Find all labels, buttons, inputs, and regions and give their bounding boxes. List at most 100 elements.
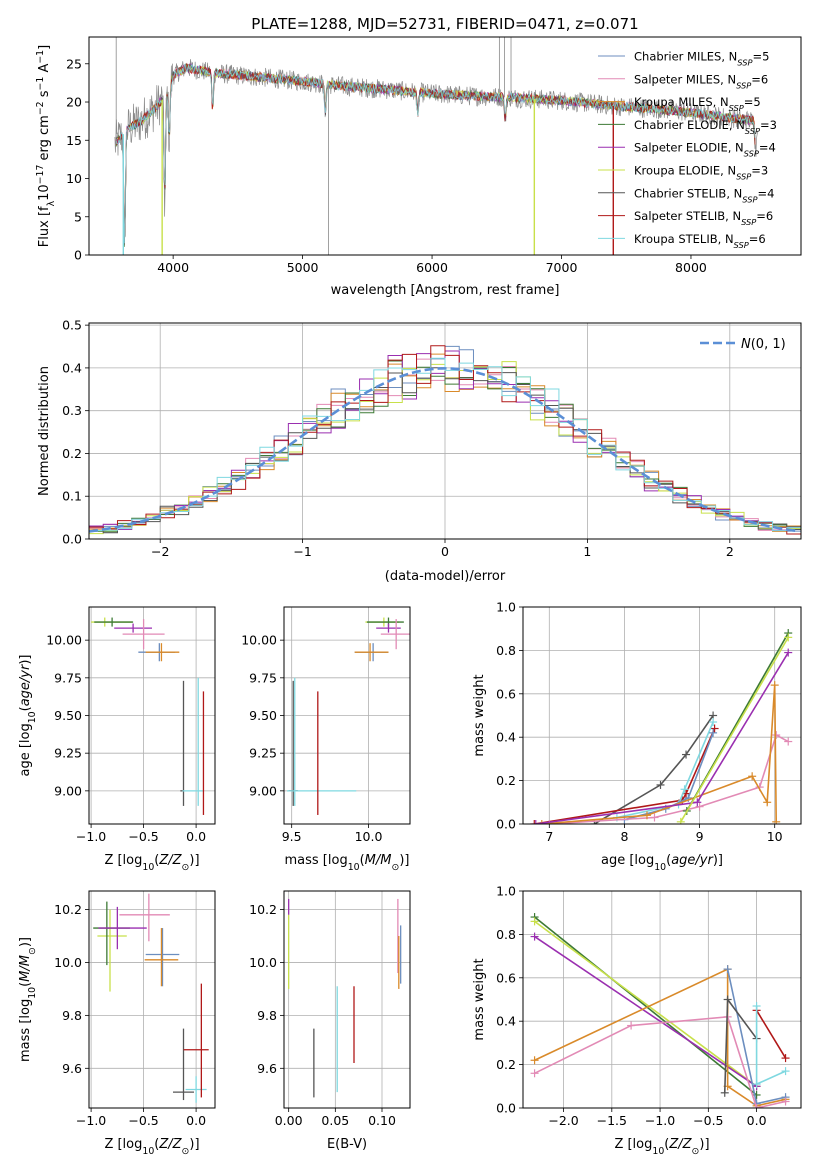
label-part: age [log — [601, 853, 654, 868]
weight-series-line — [534, 920, 758, 1087]
weight-series-line — [534, 728, 716, 824]
label-part: ( — [664, 1137, 669, 1152]
y-axis-label: mass weight — [472, 674, 487, 756]
label-part: Kroupa ELODIE, — [634, 164, 727, 178]
x-axis-label: wavelength [Angstrom, rest frame] — [331, 283, 560, 298]
axes-mass-vs-Z: −1.0 −0.5 0.0 9.6 9.8 10.0 10.2 — [54, 891, 215, 1128]
axes-weight-vs-age: 7 8 9 10 0.0 0.2 0.4 0.6 0.8 1.0 — [496, 600, 801, 844]
label-part: N — [729, 50, 738, 64]
x-tick-label: 1 — [583, 544, 591, 559]
x-axis-label: Z [log10(Z/Z⊙)] — [104, 1137, 199, 1157]
x-tick-label: 2 — [726, 544, 734, 559]
label-part: Salpeter STELIB, — [634, 209, 732, 223]
weight-series-line — [549, 733, 789, 824]
label-part: age/yr — [671, 853, 714, 868]
y-tick-label: 10.00 — [241, 633, 277, 648]
label-part: )] — [713, 853, 723, 868]
label-part: wavelength [Angstrom, rest frame] — [331, 283, 560, 298]
label-part: M/M — [365, 853, 392, 868]
weight-series-line — [680, 636, 789, 823]
legend-entry-normal: N(0, 1) — [741, 337, 786, 352]
errorbar-point — [97, 909, 127, 992]
weight-lines-weight-vs-age — [530, 629, 793, 824]
model-spectrum-line — [115, 63, 756, 244]
label-part: age/yr — [18, 663, 33, 706]
y-tick-label: 9.6 — [257, 1061, 277, 1076]
errorbars-mass-vs-EBV — [288, 898, 402, 1098]
figure-title: PLATE=1288, MJD=52731, FIBERID=0471, z=0… — [251, 15, 638, 33]
label-part: SSP — [741, 217, 756, 227]
histogram-kroupa-stelib — [89, 357, 801, 532]
label-part: Kroupa MILES, — [634, 95, 720, 109]
weight-lines-weight-vs-Z — [530, 913, 790, 1108]
label-part: ⊙ — [182, 862, 190, 873]
plot-frame-age-vs-Z — [88, 606, 216, 825]
label-part: ( — [154, 1137, 159, 1152]
y-tick-label: 9.00 — [54, 783, 82, 798]
weight-series-line — [755, 1009, 787, 1059]
errorbars-age-vs-Z — [91, 617, 205, 815]
x-tick-label: 0.0 — [186, 829, 206, 844]
y-tick-label: 0.5 — [62, 318, 82, 333]
errorbar-point — [144, 928, 179, 987]
y-tick-label: 10.2 — [249, 902, 277, 917]
weight-series-line — [593, 715, 714, 824]
y-tick-label: 0.2 — [496, 1057, 516, 1072]
label-part: N — [741, 337, 751, 352]
label-part: )] — [189, 1137, 199, 1152]
label-part: ⊙ — [391, 862, 399, 873]
label-part: Salpeter ELODIE, — [634, 141, 735, 155]
errorbar-point — [185, 1076, 207, 1103]
label-part: mass weight — [472, 674, 487, 756]
errorbar-point — [183, 983, 209, 1098]
axes-age-vs-Z: −1.0 −0.5 0.0 9.00 9.25 9.50 9.75 10.00 — [46, 607, 215, 844]
label-part: =6 — [751, 72, 768, 86]
label-part: 10 — [142, 862, 154, 873]
plot-frame-mass-vs-EBV — [283, 890, 411, 1109]
y-tick-label: 9.00 — [249, 783, 277, 798]
label-part: SSP — [736, 172, 751, 182]
label-part: Z [log — [104, 853, 142, 868]
label-part: 10 — [142, 1146, 154, 1157]
y-tick-label: 0.2 — [496, 773, 516, 788]
x-tick-label: −2.0 — [548, 1113, 578, 1128]
errorbars-mass-vs-Z — [93, 893, 209, 1103]
y-tick-label: 0.1 — [62, 489, 82, 504]
y-axis-label: age [log10(age/yr)] — [18, 654, 38, 776]
label-part: N — [727, 164, 736, 178]
label-part: erg cm — [37, 115, 52, 164]
label-part: Kroupa STELIB, — [634, 232, 725, 246]
x-tick-label: −0.5 — [693, 1113, 723, 1128]
label-part: ( — [666, 853, 671, 868]
y-tick-label: 0.8 — [496, 927, 516, 942]
y-tick-label: 0.0 — [496, 1101, 516, 1116]
label-part: 10 — [654, 862, 666, 873]
label-part: =6 — [756, 209, 773, 223]
x-tick-label: 5000 — [287, 260, 319, 275]
label-part: −1 — [35, 77, 46, 91]
y-tick-label: 0.8 — [496, 643, 516, 658]
errorbar-point — [380, 619, 410, 650]
label-part: Z [log — [104, 1137, 142, 1152]
weight-series-line — [616, 721, 714, 819]
legend-entry: Salpeter ELODIE, NSSP=4 — [634, 141, 776, 159]
x-tick-label: 0.0 — [186, 1113, 206, 1128]
y-tick-label: 10 — [66, 171, 82, 186]
errorbar-point — [287, 677, 357, 806]
weight-series-line — [541, 685, 778, 824]
weight-series-line — [534, 916, 758, 1096]
label-part: SSP — [736, 80, 751, 90]
errorbar-point — [98, 906, 147, 950]
label-part: SSP — [744, 149, 759, 159]
label-part: =3 — [751, 164, 768, 178]
y-tick-label: 0.0 — [62, 532, 82, 547]
plot-frame-age-vs-mass — [283, 606, 411, 825]
y-tick-label: 9.8 — [257, 1008, 277, 1023]
label-part: N — [725, 232, 734, 246]
errorbar-point — [182, 677, 204, 806]
label-part: E(B-V) — [327, 1137, 367, 1152]
x-tick-label: −1 — [293, 544, 311, 559]
errorbar-point — [122, 619, 165, 650]
label-part: Chabrier ELODIE, — [634, 118, 736, 132]
y-tick-label: 9.25 — [249, 746, 277, 761]
